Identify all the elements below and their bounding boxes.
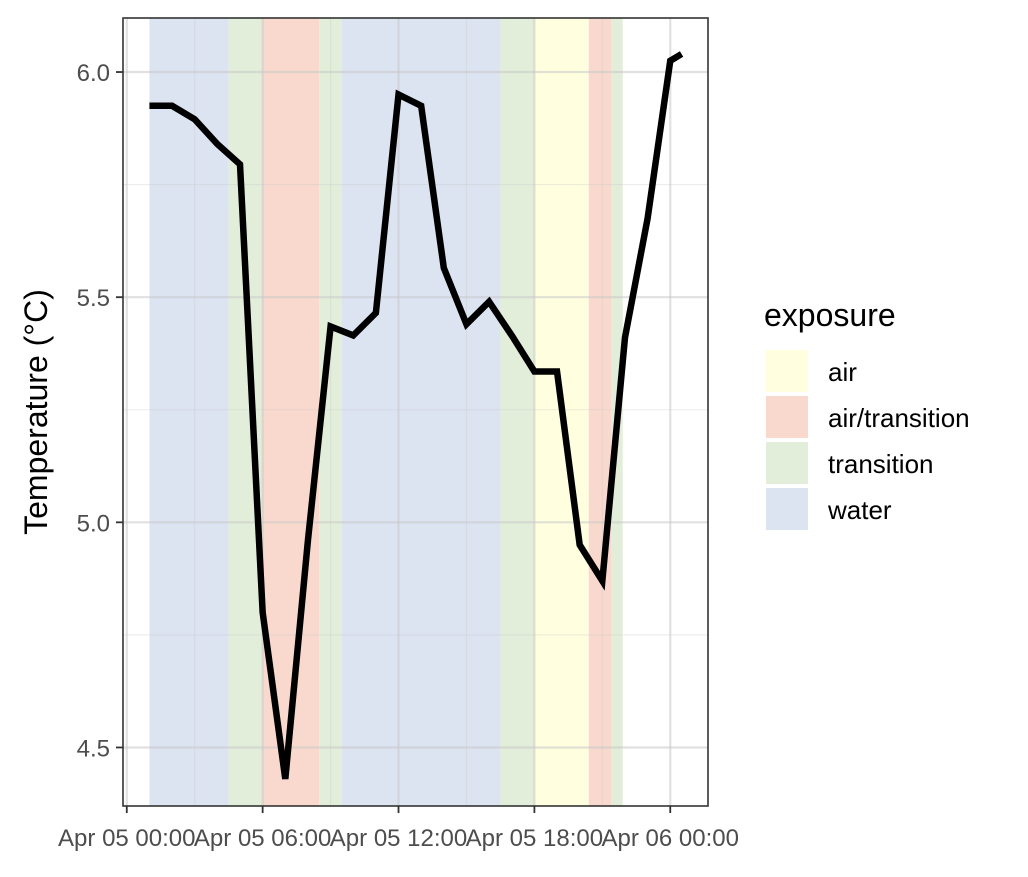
temperature-series bbox=[149, 51, 684, 780]
legend-label: air/transition bbox=[828, 403, 970, 433]
legend-title: exposure bbox=[764, 297, 896, 333]
legend: exposure air air/transition transition wate… bbox=[764, 297, 970, 530]
x-tick-label: Apr 05 06:00 bbox=[194, 825, 331, 852]
legend-label: water bbox=[827, 495, 892, 525]
exposure-band-transition bbox=[319, 18, 342, 806]
x-tick-label: Apr 05 00:00 bbox=[58, 825, 195, 852]
y-tick-label: 5.0 bbox=[77, 510, 110, 537]
x-tick-label: Apr 06 00:00 bbox=[602, 825, 739, 852]
temperature-line bbox=[149, 51, 684, 780]
y-tick-label: 4.5 bbox=[77, 735, 110, 762]
y-axis-label: Temperature (°C) bbox=[18, 289, 54, 535]
panel-border bbox=[122, 17, 709, 807]
legend-label: transition bbox=[828, 449, 934, 479]
x-tick-label: Apr 05 18:00 bbox=[466, 825, 603, 852]
y-tick-label: 6.0 bbox=[77, 60, 110, 87]
y-tick-label: 5.5 bbox=[77, 285, 110, 312]
legend-key-transition bbox=[766, 442, 808, 484]
legend-key-water bbox=[766, 488, 808, 530]
exposure-band-air-transition bbox=[588, 18, 612, 806]
legend-key-air bbox=[766, 350, 808, 392]
legend-key-air-transition bbox=[766, 396, 808, 438]
legend-label: air bbox=[828, 357, 857, 387]
exposure-band-transition bbox=[228, 18, 263, 806]
exposure-band-transition bbox=[500, 18, 535, 806]
exposure-bands bbox=[149, 18, 623, 806]
exposure-band-water bbox=[341, 18, 501, 806]
x-tick-label: Apr 05 12:00 bbox=[330, 825, 467, 852]
exposure-band-water bbox=[149, 18, 229, 806]
